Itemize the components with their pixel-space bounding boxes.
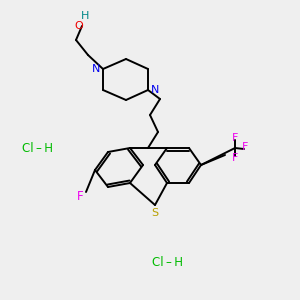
Text: O: O bbox=[75, 21, 83, 31]
Text: F: F bbox=[77, 190, 83, 203]
Text: Cl – H: Cl – H bbox=[152, 256, 184, 268]
Text: F: F bbox=[232, 153, 238, 163]
Text: F: F bbox=[242, 142, 248, 152]
Text: S: S bbox=[152, 208, 159, 218]
Text: N: N bbox=[92, 64, 100, 74]
Text: Cl – H: Cl – H bbox=[22, 142, 53, 154]
Text: N: N bbox=[151, 85, 159, 95]
Text: F: F bbox=[232, 133, 238, 143]
Text: H: H bbox=[81, 11, 89, 21]
